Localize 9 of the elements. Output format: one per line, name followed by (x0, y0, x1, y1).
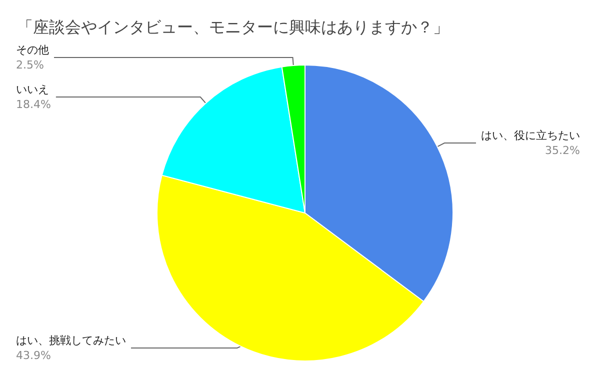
slice-label: はい、役に立ちたい (481, 129, 580, 142)
chart-title: 「座談会やインタビュー、モニターに興味はありますか？」 (17, 18, 449, 36)
slice-label: その他 (16, 43, 49, 56)
data-label: 2.5% (16, 58, 44, 72)
data-label: 43.9% (16, 349, 51, 362)
slice-label: はい、挑戦してみたい (16, 334, 126, 347)
data-label: 18.4% (16, 98, 51, 112)
slice-label: いいえ (16, 83, 49, 96)
data-label: 35.2% (545, 144, 580, 158)
